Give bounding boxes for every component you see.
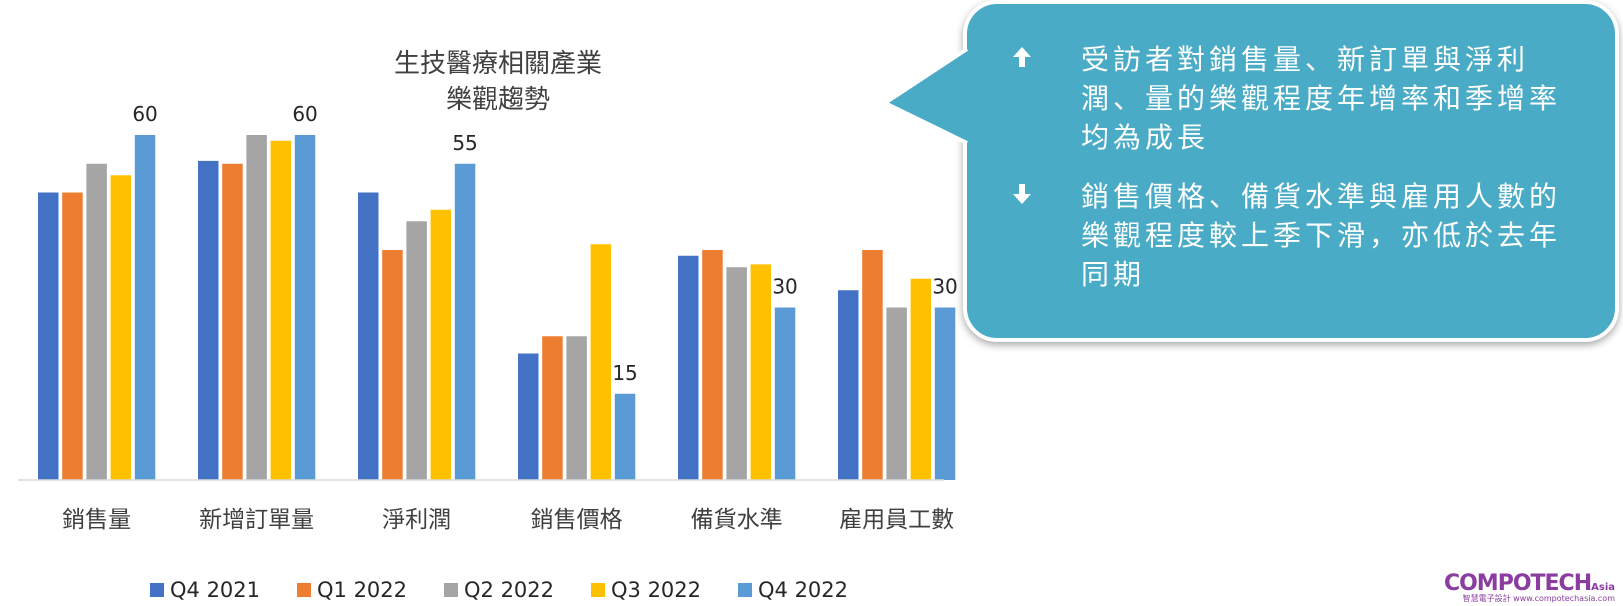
bar-4-3 [750,264,772,480]
bar-0-4 [134,135,156,480]
data-labels: 60 60 55 15 30 30 [132,102,957,385]
arrow-up-icon [1011,46,1033,68]
data-label-1: 60 [292,102,317,126]
legend-swatch-0 [150,583,164,597]
data-label-4: 30 [772,275,797,299]
legend-label-3: Q3 2022 [611,578,701,602]
data-label-3: 15 [612,361,637,385]
bar-1-4 [294,135,316,480]
legend-label-1: Q1 2022 [317,578,407,602]
bar-5-4 [934,307,956,480]
bar-4-0 [678,255,699,480]
bar-2-4 [454,163,476,480]
bar-0-1 [62,192,83,480]
x-tick-label-2: 淨利潤 [382,507,451,533]
bar-3-0 [518,353,539,480]
legend-swatch-4 [738,583,752,597]
bar-4-4 [774,307,796,480]
legend-label-2: Q2 2022 [464,578,554,602]
x-tick-labels: 銷售量 新增訂單量 淨利潤 銷售價格 備貨水準 雇用員工數 [62,507,954,533]
brand-logo: COMPOTECHAsia 智慧電子設計 www.compotechasia.c… [1444,571,1615,604]
bar-3-4 [614,393,636,480]
x-tick-label-1: 新增訂單量 [199,507,314,533]
data-label-5: 30 [932,275,957,299]
callout-pointer [885,47,969,145]
x-tick-label-4: 備貨水準 [691,507,783,533]
bar-1-0 [198,160,219,480]
bar-4-2 [726,267,747,480]
x-tick-label-5: 雇用員工數 [839,507,954,533]
legend: Q4 2021 Q1 2022 Q2 2022 Q3 2022 Q4 2022 [150,578,848,602]
bar-2-1 [382,250,403,480]
bar-4-1 [702,250,723,480]
bar-0-2 [86,163,107,480]
bar-2-2 [406,221,427,480]
legend-swatch-3 [591,583,605,597]
bar-1-2 [246,135,267,480]
callout-box: 受訪者對銷售量、新訂單與淨利潤、量的樂觀程度年增率和季增率均為成長 銷售價格、備… [963,0,1619,342]
chart-title-line-0: 生技醫療相關產業 [394,49,602,79]
arrow-down-icon [1011,183,1033,205]
bar-5-3 [910,278,932,480]
callout-item-decrease: 銷售價格、備貨水準與雇用人數的樂觀程度較上季下滑，亦低於去年同期 [1011,177,1575,294]
bar-5-2 [886,307,907,480]
brand-name: COMPOTECHAsia [1443,571,1615,596]
bars [38,135,956,480]
bar-0-0 [38,192,59,480]
brand-suffix: Asia [1591,582,1615,593]
legend-label-0: Q4 2021 [170,578,260,602]
callout-text-increase: 受訪者對銷售量、新訂單與淨利潤、量的樂觀程度年增率和季增率均為成長 [1081,43,1562,154]
bar-1-1 [222,163,243,480]
chart-title-line-1: 樂觀趨勢 [446,85,550,115]
bar-5-0 [838,290,859,480]
bar-3-2 [566,336,587,480]
bar-3-1 [542,336,563,480]
legend-swatch-1 [297,583,311,597]
bar-5-1 [862,250,883,480]
bar-2-3 [430,209,452,480]
callout-text-decrease: 銷售價格、備貨水準與雇用人數的樂觀程度較上季下滑，亦低於去年同期 [1081,180,1562,291]
x-tick-label-0: 銷售量 [62,507,131,533]
bar-0-3 [110,175,132,480]
bar-1-3 [270,140,292,480]
bar-2-0 [358,192,379,480]
callout-item-increase: 受訪者對銷售量、新訂單與淨利潤、量的樂觀程度年增率和季增率均為成長 [1011,40,1575,157]
brand-subtitle: 智慧電子設計 www.compotechasia.com [1462,594,1615,603]
legend-swatch-2 [444,583,458,597]
data-label-0: 60 [132,102,157,126]
x-tick-label-3: 銷售價格 [531,507,623,533]
data-label-2: 55 [452,131,477,155]
legend-label-4: Q4 2022 [758,578,848,602]
bar-3-3 [590,244,612,480]
